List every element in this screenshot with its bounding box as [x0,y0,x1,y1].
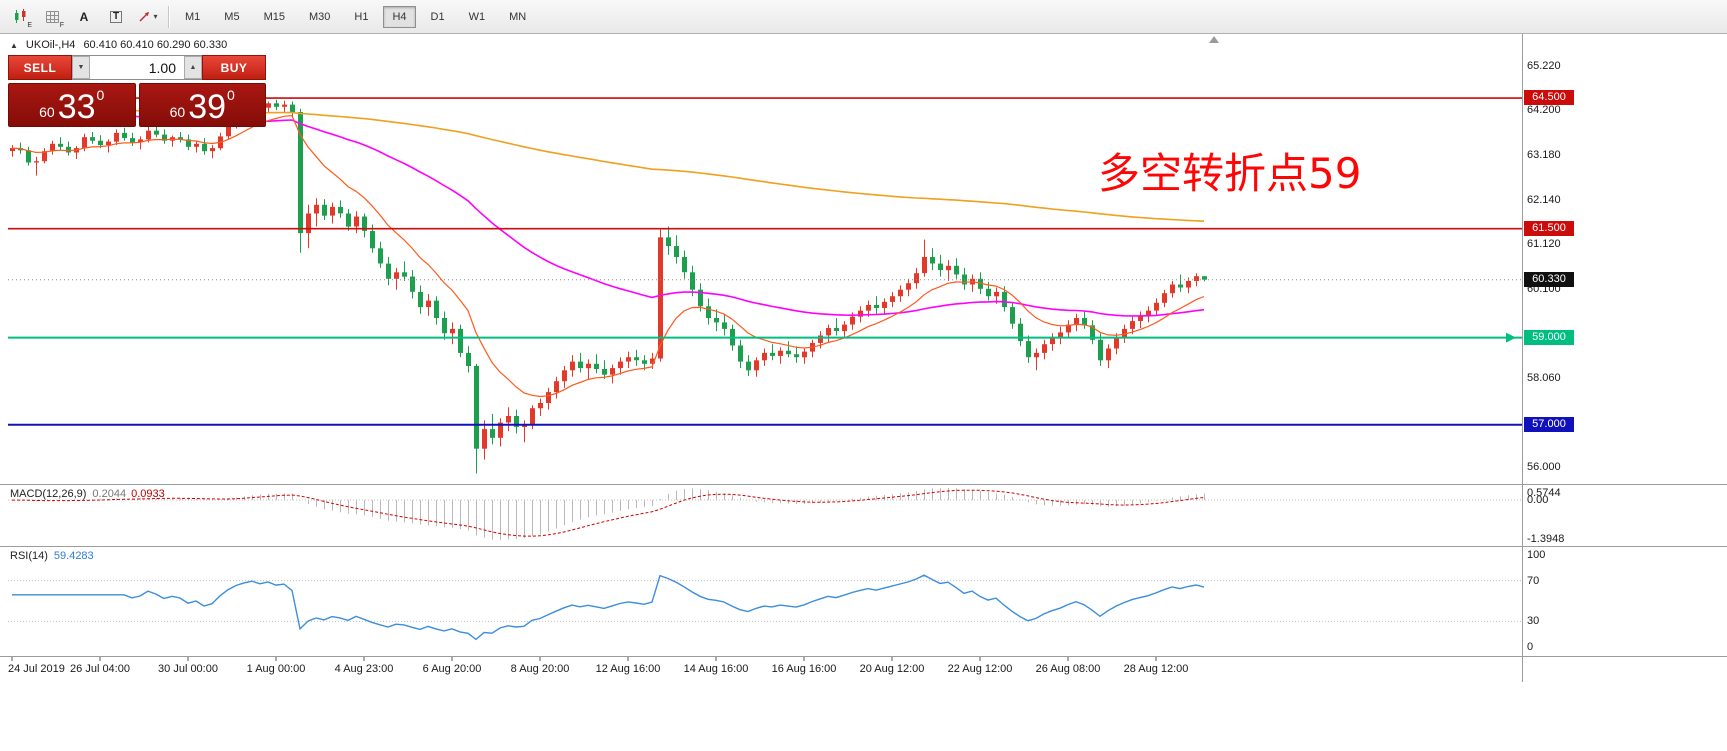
timeframe-button-mn[interactable]: MN [500,6,535,28]
timeframe-button-w1[interactable]: W1 [460,6,495,28]
rsi-value: 59.4283 [53,550,94,562]
macd-main-value: 0.2044 [92,488,127,500]
ohlc-values: 60.410 60.410 60.290 60.330 [83,39,228,51]
volume-control[interactable]: ▼ 1.00 ▲ [72,55,202,80]
hline-arrow-icon [1506,332,1516,343]
timeframe-button-m5[interactable]: M5 [215,6,248,28]
grid-toggle-icon[interactable]: F [38,5,66,29]
macd-signal-value: 0.0933 [131,488,165,500]
chart-header: ▲ UKOil-,H4 60.410 60.410 60.290 60.330 [10,39,227,51]
sell-price-display[interactable]: 60 33 0 [8,83,136,127]
macd-name: MACD(12,26,9) [10,488,87,500]
buy-price-pips: 39 [188,87,227,126]
toolbar-separator [168,5,169,28]
timeframe-button-m15[interactable]: M15 [255,6,294,28]
timeframe-button-h4[interactable]: H4 [383,5,416,28]
ma-fast-line [11,114,1205,398]
timeframe-button-d1[interactable]: D1 [422,6,454,28]
timeframe-button-h1[interactable]: H1 [345,6,377,28]
rsi-indicator-label: RSI(14) 59.4283 [10,550,94,562]
macd-histogram [20,488,1205,540]
macd-indicator-label: MACD(12,26,9) 0.2044 0.0933 [10,488,165,500]
buy-price-point: 0 [227,87,235,103]
one-click-collapse-icon[interactable]: ▲ [10,40,18,50]
timeframe-button-m30[interactable]: M30 [300,6,339,28]
insert-arrow-icon[interactable]: A [70,5,98,29]
draw-objects-icon[interactable]: ▾ [134,5,162,29]
macd-signal-line [12,489,1205,537]
candles [10,98,1207,474]
buy-price-display[interactable]: 60 39 0 [138,83,266,127]
symbol-label: UKOil-,H4 [25,39,76,51]
sell-button[interactable]: SELL [8,55,72,80]
chart-annotation-text[interactable]: 多空转折点59 [1098,149,1362,198]
insert-text-icon[interactable]: T [102,5,130,29]
insert-indicators-icon[interactable]: E [6,5,34,29]
rsi-name: RSI(14) [10,550,48,562]
timeframe-group: M1 M5 M15 M30 H1 H4 D1 W1 MN [175,5,536,28]
toolbar-icon-group: E F A T ▾ [6,5,162,29]
one-click-trading-panel: SELL ▼ 1.00 ▲ BUY 60 33 0 60 39 0 [8,55,266,127]
chart-shift-marker[interactable] [1209,36,1219,43]
volume-increase-button[interactable]: ▲ [184,56,202,79]
buy-button[interactable]: BUY [202,55,266,80]
sell-price-point: 0 [96,87,105,103]
rsi-line [12,574,1205,641]
volume-value[interactable]: 1.00 [148,59,176,76]
timeframe-button-m1[interactable]: M1 [176,6,209,28]
sell-price-int: 60 [39,104,55,120]
toolbar: E F A T ▾ M1 M5 M15 M30 H1 H4 D1 W1 MN [0,0,1727,34]
sell-price-pips: 33 [57,87,96,126]
volume-decrease-button[interactable]: ▼ [72,56,90,79]
buy-price-int: 60 [169,104,186,120]
